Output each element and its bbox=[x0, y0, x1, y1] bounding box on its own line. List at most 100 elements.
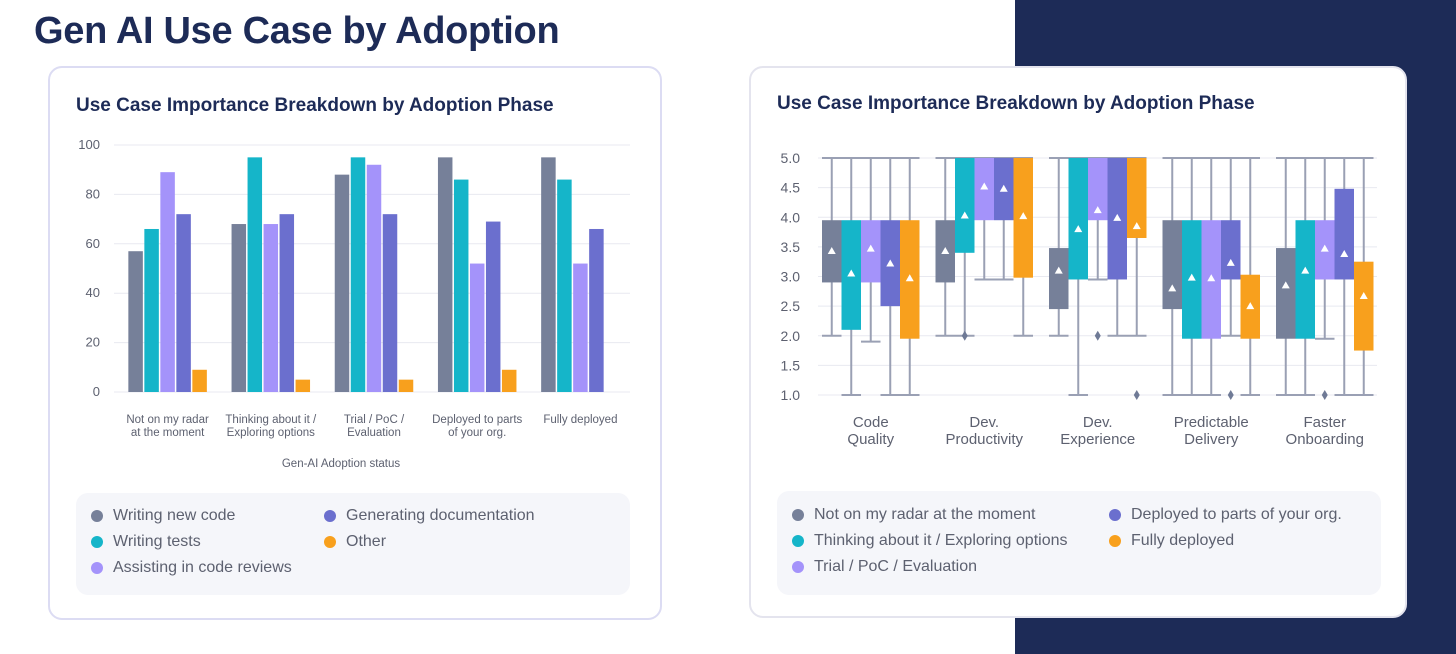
box bbox=[1049, 248, 1069, 310]
y-tick-label: 2.5 bbox=[781, 298, 801, 314]
y-tick-label: 4.0 bbox=[781, 209, 801, 225]
outlier-marker bbox=[961, 330, 968, 341]
bar-chart-card: Use Case Importance Breakdown by Adoptio… bbox=[48, 66, 662, 620]
x-tick-label: Productivity bbox=[945, 431, 1023, 448]
bar bbox=[453, 179, 469, 392]
bar bbox=[176, 214, 191, 392]
legend-swatch bbox=[91, 510, 103, 522]
mean-marker bbox=[941, 247, 950, 255]
outlier-marker bbox=[1133, 390, 1140, 400]
x-tick-label: Exploring options bbox=[227, 427, 315, 439]
outlier-marker bbox=[1321, 390, 1328, 400]
bar bbox=[295, 379, 311, 392]
legend-swatch bbox=[91, 562, 103, 574]
x-tick-label: Trial / PoC / bbox=[344, 414, 405, 426]
mean-marker bbox=[960, 211, 969, 219]
x-tick-label: of your org. bbox=[448, 427, 506, 439]
legend-item: Thinking about it / Exploring options bbox=[792, 532, 1067, 550]
x-tick-label: Thinking about it / bbox=[225, 414, 317, 426]
bar bbox=[469, 263, 485, 392]
x-tick-label: Not on my radar bbox=[126, 414, 209, 426]
box bbox=[955, 158, 975, 253]
box bbox=[1334, 188, 1354, 280]
y-tick-label: 1.5 bbox=[781, 357, 801, 373]
legend-label: Deployed to parts of your org. bbox=[1131, 506, 1342, 523]
box bbox=[1354, 261, 1374, 351]
mean-marker bbox=[1187, 273, 1196, 281]
y-tick-label: 40 bbox=[86, 285, 100, 300]
bar bbox=[160, 172, 175, 392]
legend-item: Writing tests bbox=[91, 533, 201, 551]
legend-label: Trial / PoC / Evaluation bbox=[814, 558, 978, 575]
x-tick-label: Onboarding bbox=[1286, 431, 1364, 448]
x-tick-label: Delivery bbox=[1184, 431, 1239, 448]
bar bbox=[192, 369, 207, 392]
box bbox=[1127, 158, 1147, 238]
mean-marker bbox=[1093, 206, 1102, 214]
mean-marker bbox=[1019, 212, 1028, 220]
legend-label: Not on my radar at the moment bbox=[814, 506, 1036, 523]
mean-marker bbox=[1320, 244, 1329, 252]
bar bbox=[128, 251, 143, 392]
y-tick-label: 60 bbox=[86, 236, 100, 251]
mean-marker bbox=[1340, 249, 1349, 257]
page-title: Gen AI Use Case by Adoption bbox=[34, 10, 560, 52]
bar bbox=[247, 157, 263, 392]
x-tick-label: Dev. bbox=[1083, 414, 1113, 431]
bar bbox=[437, 157, 453, 392]
bar bbox=[382, 214, 398, 392]
mean-marker bbox=[1054, 266, 1063, 274]
bar bbox=[350, 157, 366, 392]
x-tick-label: Deployed to parts bbox=[432, 414, 522, 426]
bar bbox=[501, 369, 517, 392]
bar bbox=[589, 228, 604, 392]
y-tick-label: 1.0 bbox=[781, 387, 801, 403]
bar-chart-title: Use Case Importance Breakdown by Adoptio… bbox=[76, 95, 554, 116]
box bbox=[1162, 220, 1182, 310]
mean-marker bbox=[866, 244, 875, 252]
outlier-marker bbox=[1227, 390, 1234, 400]
legend-item: Trial / PoC / Evaluation bbox=[792, 558, 977, 576]
bar-chart-legend: Writing new code Generating documentation… bbox=[76, 493, 630, 595]
mean-marker bbox=[1359, 292, 1368, 300]
bar bbox=[485, 221, 501, 392]
mean-marker bbox=[1246, 302, 1255, 310]
box-chart-legend: Not on my radar at the moment Deployed to… bbox=[777, 491, 1381, 595]
box bbox=[1295, 220, 1315, 339]
y-tick-label: 100 bbox=[78, 137, 100, 152]
x-tick-label: Quality bbox=[847, 431, 894, 448]
legend-swatch bbox=[324, 536, 336, 548]
y-tick-label: 5.0 bbox=[781, 150, 801, 166]
legend-swatch bbox=[1109, 535, 1121, 547]
x-tick-label: Evaluation bbox=[347, 427, 401, 439]
mean-marker bbox=[905, 274, 914, 282]
bar bbox=[334, 174, 350, 392]
x-tick-label: Dev. bbox=[969, 414, 999, 431]
legend-swatch bbox=[91, 536, 103, 548]
legend-label: Writing new code bbox=[113, 507, 236, 524]
y-tick-label: 4.5 bbox=[781, 180, 801, 196]
legend-label: Writing tests bbox=[113, 533, 201, 550]
x-tick-label: Experience bbox=[1060, 431, 1135, 448]
mean-marker bbox=[1226, 258, 1235, 266]
bar bbox=[231, 224, 247, 392]
mean-marker bbox=[886, 259, 895, 267]
legend-label: Thinking about it / Exploring options bbox=[814, 532, 1068, 549]
legend-swatch bbox=[792, 509, 804, 521]
box bbox=[1088, 158, 1108, 221]
legend-item: Deployed to parts of your org. bbox=[1109, 506, 1342, 524]
box bbox=[1068, 158, 1088, 280]
mean-marker bbox=[980, 182, 989, 190]
mean-marker bbox=[1074, 225, 1083, 233]
legend-label: Generating documentation bbox=[346, 507, 535, 524]
legend-swatch bbox=[792, 535, 804, 547]
legend-label: Fully deployed bbox=[1131, 532, 1235, 549]
bar bbox=[366, 164, 382, 392]
x-axis-label: Gen-AI Adoption status bbox=[282, 458, 401, 470]
mean-marker bbox=[1207, 274, 1216, 282]
legend-item: Fully deployed bbox=[1109, 532, 1234, 550]
y-tick-label: 80 bbox=[86, 186, 100, 201]
legend-swatch bbox=[324, 510, 336, 522]
x-tick-label: Code bbox=[853, 414, 889, 431]
